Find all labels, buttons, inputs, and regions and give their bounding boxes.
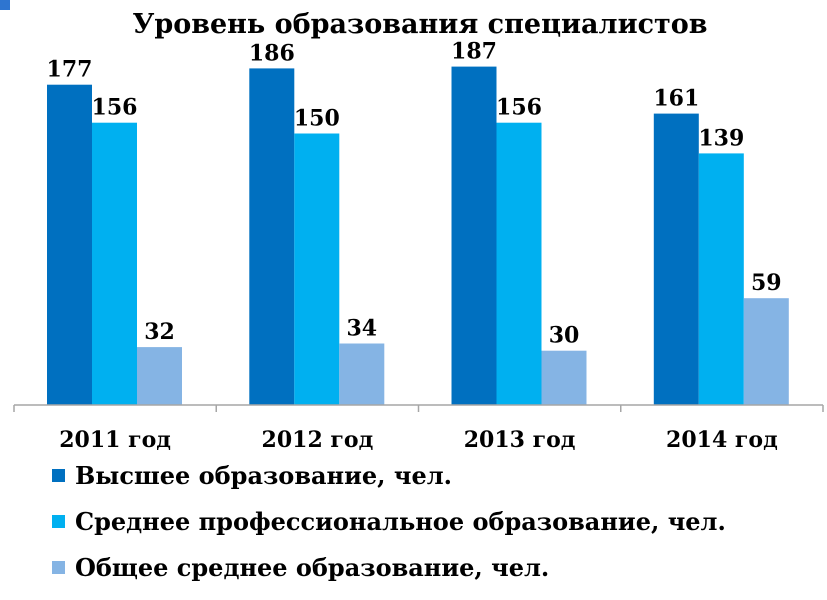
value-label-s1-c2: 186 <box>249 40 295 66</box>
category-label-1: 2011 год <box>59 427 171 453</box>
value-label-s2-c4: 139 <box>698 125 744 151</box>
chart: Уровень образования специалистов 177 156 3… <box>13 9 824 453</box>
legend-item-2: Среднее профессиональное образование, че… <box>52 498 726 544</box>
category-label-4: 2014 год <box>666 427 778 453</box>
category-label-3: 2013 год <box>464 427 576 453</box>
value-label-s3-c3: 30 <box>549 323 580 349</box>
value-label-s2-c1: 156 <box>92 95 138 121</box>
bars-group <box>47 66 789 406</box>
bar-s1-c1 <box>47 84 92 405</box>
category-label-2: 2012 год <box>262 427 374 453</box>
bar-s2-c2 <box>294 133 340 405</box>
value-labels-group: 177 156 32 186 150 34 187 156 30 161 139 59 <box>47 39 782 349</box>
value-label-s1-c1: 177 <box>47 57 93 83</box>
corner-marker <box>0 0 10 10</box>
legend-label-2: Среднее профессиональное образование, че… <box>75 506 726 536</box>
value-label-s3-c4: 59 <box>751 270 782 296</box>
legend: Высшее образование, чел. Среднее професси… <box>52 452 726 590</box>
value-label-s2-c2: 150 <box>294 106 340 132</box>
bar-s2-c4 <box>698 153 744 405</box>
bar-s2-c3 <box>496 122 542 405</box>
bar-s1-c3 <box>451 66 497 405</box>
legend-item-3: Общее среднее образование, чел. <box>52 544 726 590</box>
category-labels-group: 2011 год 2012 год 2013 год 2014 год <box>59 427 778 453</box>
value-label-s3-c2: 34 <box>346 316 377 342</box>
bar-s1-c4 <box>653 113 699 405</box>
chart-title: Уровень образования специалистов <box>132 9 707 40</box>
bar-s3-c2 <box>339 343 385 405</box>
legend-item-1: Высшее образование, чел. <box>52 452 726 498</box>
legend-swatch-1 <box>52 468 65 482</box>
bar-s3-c3 <box>541 350 587 405</box>
legend-label-1: Высшее образование, чел. <box>75 460 453 490</box>
bar-s2-c1 <box>92 122 137 405</box>
legend-label-3: Общее среднее образование, чел. <box>75 552 550 582</box>
legend-swatch-2 <box>52 514 65 528</box>
value-label-s1-c4: 161 <box>653 86 699 112</box>
bar-s1-c2 <box>249 68 295 406</box>
value-label-s2-c3: 156 <box>496 95 542 121</box>
value-label-s3-c1: 32 <box>144 319 175 345</box>
legend-swatch-3 <box>52 560 65 574</box>
x-axis <box>13 404 824 412</box>
value-label-s1-c3: 187 <box>451 39 497 65</box>
bar-s3-c1 <box>137 347 182 405</box>
bar-s3-c4 <box>743 298 789 405</box>
